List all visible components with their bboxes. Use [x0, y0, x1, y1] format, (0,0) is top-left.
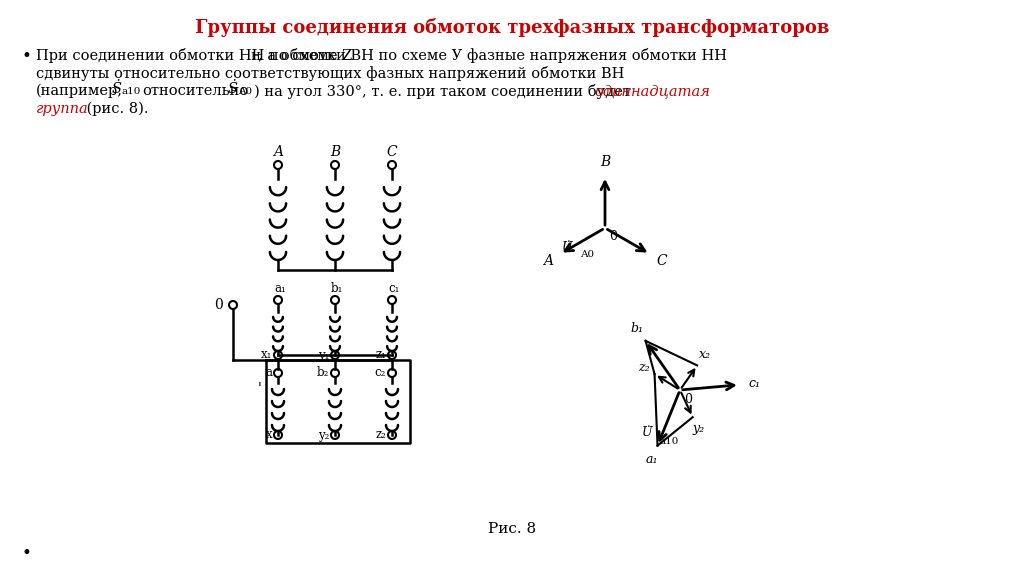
Text: (рис. 8).: (рис. 8).	[82, 102, 148, 117]
Text: сдвинуты относительно соответствующих фазных напряжений обмотки ВН: сдвинуты относительно соответствующих фа…	[36, 66, 625, 81]
Text: a: a	[265, 367, 272, 379]
Text: U̇: U̇	[641, 425, 652, 439]
Text: y₁: y₁	[317, 348, 329, 362]
Text: относительно: относительно	[142, 84, 248, 98]
Text: ': '	[258, 381, 262, 395]
Text: a10: a10	[122, 87, 141, 96]
Text: c₂: c₂	[375, 367, 386, 379]
Text: A: A	[543, 254, 553, 268]
Text: A: A	[273, 145, 283, 159]
Text: (например,: (например,	[36, 84, 123, 98]
Text: a₁: a₁	[274, 282, 286, 295]
Text: x₂: x₂	[698, 348, 711, 361]
Text: z₂: z₂	[375, 429, 386, 441]
Text: C: C	[387, 145, 397, 159]
Text: Рис. 8: Рис. 8	[488, 522, 536, 536]
Text: c₁: c₁	[388, 282, 399, 295]
Text: y₂: y₂	[317, 429, 329, 441]
Text: C: C	[656, 254, 668, 268]
Text: ) на угол 330°, т. е. при таком соединении будет: ) на угол 330°, т. е. при таком соединен…	[254, 84, 631, 99]
Text: группа: группа	[36, 102, 89, 116]
Text: H: H	[250, 52, 260, 62]
Text: z₁: z₁	[375, 348, 386, 362]
Text: x: x	[265, 429, 272, 441]
Text: A0: A0	[238, 87, 252, 96]
Text: y₂: y₂	[692, 422, 705, 436]
Text: При соединении обмотки НН по схеме Z: При соединении обмотки НН по схеме Z	[36, 48, 352, 63]
Text: Группы соединения обмоток трехфазных трансформаторов: Группы соединения обмоток трехфазных тра…	[195, 18, 829, 37]
Text: x₁: x₁	[261, 348, 272, 362]
Text: •: •	[22, 48, 32, 65]
Text: 0: 0	[214, 298, 223, 312]
Text: b₂: b₂	[316, 367, 329, 379]
Text: z₂: z₂	[638, 360, 649, 374]
Text: 0: 0	[609, 230, 617, 243]
Text: 0: 0	[684, 393, 692, 406]
Text: Ṡ: Ṡ	[112, 82, 122, 96]
Text: B: B	[330, 145, 340, 159]
Text: a10: a10	[660, 437, 679, 446]
Text: B: B	[600, 155, 610, 169]
Text: A0: A0	[581, 250, 594, 259]
Text: Ṡ: Ṡ	[228, 82, 238, 96]
Text: b₁: b₁	[331, 282, 343, 295]
Text: •: •	[22, 545, 32, 562]
Text: c₁: c₁	[749, 377, 761, 390]
Text: одиннадцатая: одиннадцатая	[594, 84, 710, 98]
Text: , а обмотки ВН по схеме У фазные напряжения обмотки НН: , а обмотки ВН по схеме У фазные напряже…	[258, 48, 727, 63]
Text: U̇: U̇	[562, 241, 572, 254]
Text: a₁: a₁	[646, 453, 658, 466]
Text: b₁: b₁	[631, 322, 643, 335]
